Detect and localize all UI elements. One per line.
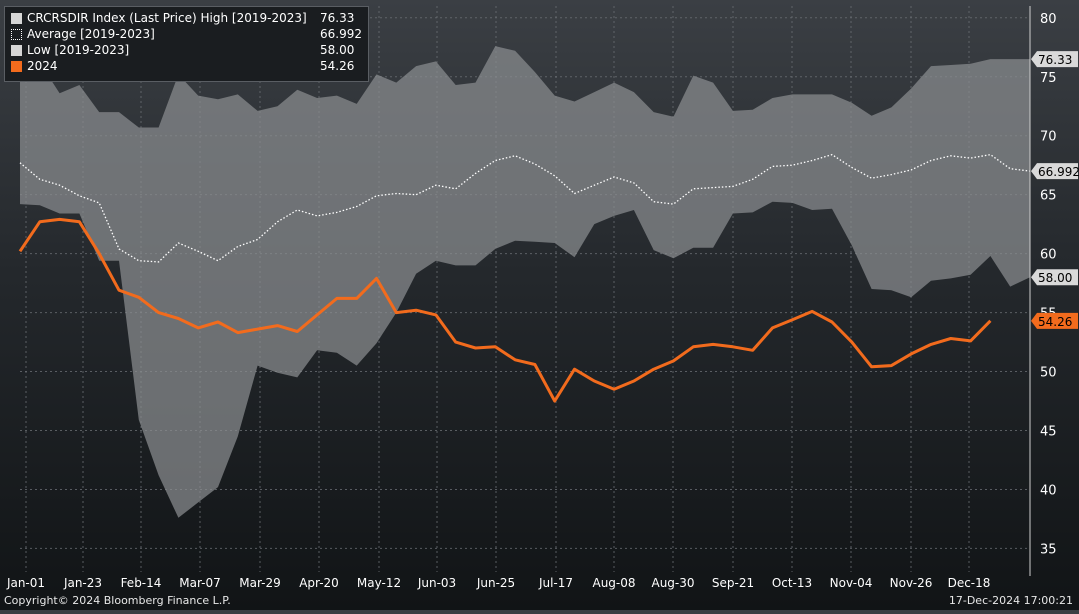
legend-item-average: Average [2019-2023] 66.992 bbox=[11, 26, 362, 42]
y-tick-label: 65 bbox=[1040, 189, 1057, 204]
tag-high-text: 76.33 bbox=[1038, 53, 1072, 67]
timestamp-text: 17-Dec-2024 17:00:21 bbox=[948, 594, 1073, 607]
tag-low-shape bbox=[1031, 269, 1078, 286]
legend-label-average: Average [2019-2023] bbox=[27, 26, 155, 41]
x-tick-label: Jan-01 bbox=[6, 576, 45, 590]
y-tick-label: 45 bbox=[1040, 425, 1057, 440]
tag-low: 58.00 bbox=[1031, 269, 1078, 286]
series-2024-line bbox=[18, 217, 992, 403]
x-tick-label: Dec-18 bbox=[948, 576, 991, 590]
series-layer bbox=[18, 46, 1031, 518]
y-tick-label: 80 bbox=[1040, 12, 1057, 27]
y-tick-label: 35 bbox=[1040, 542, 1057, 557]
x-tick-label: Mar-29 bbox=[239, 576, 280, 590]
tag-low-text: 58.00 bbox=[1038, 271, 1072, 285]
x-tick-label: Aug-30 bbox=[651, 576, 694, 590]
legend-item-low: Low [2019-2023] 58.00 bbox=[11, 42, 362, 58]
y-tick-label: 70 bbox=[1040, 130, 1057, 145]
x-tick-label: Aug-08 bbox=[592, 576, 635, 590]
legend-value-low: 58.00 bbox=[320, 42, 355, 57]
legend: CRCRSDIR Index (Last Price) High [2019-2… bbox=[4, 6, 369, 82]
legend-label-low: Low [2019-2023] bbox=[27, 42, 130, 57]
legend-item-2024: 2024 54.26 bbox=[11, 58, 362, 74]
y-tick-label: 60 bbox=[1040, 248, 1057, 263]
tag-2024-shape bbox=[1031, 312, 1078, 329]
x-tick-label: Nov-26 bbox=[890, 576, 933, 590]
y-tick-label: 75 bbox=[1040, 71, 1057, 86]
tag-average: 66.992 bbox=[1031, 163, 1079, 180]
x-tick-label: Jul-17 bbox=[538, 576, 573, 590]
x-tick-label: Jun-25 bbox=[476, 576, 515, 590]
x-tick-label: Jan-23 bbox=[63, 576, 102, 590]
legend-swatch-2024 bbox=[11, 60, 22, 72]
x-tick-label: May-12 bbox=[357, 576, 401, 590]
tag-average-shape bbox=[1031, 163, 1078, 180]
legend-item-high: CRCRSDIR Index (Last Price) High [2019-2… bbox=[11, 10, 362, 26]
x-tick-label: Mar-07 bbox=[179, 576, 220, 590]
x-tick-label: Feb-14 bbox=[121, 576, 162, 590]
y-tick-label: 40 bbox=[1040, 483, 1057, 498]
legend-label-high: CRCRSDIR Index (Last Price) High [2019-2… bbox=[27, 10, 307, 25]
y-tick-label: 50 bbox=[1040, 366, 1057, 381]
high-low-band bbox=[20, 46, 1030, 518]
legend-value-high: 76.33 bbox=[320, 10, 355, 25]
axes: 35404550556065707580Jan-01Jan-23Feb-14Ma… bbox=[6, 6, 1057, 590]
legend-swatch-average bbox=[11, 28, 22, 40]
last-value-tags: 76.33 66.992 58.00 54.26 bbox=[1031, 51, 1079, 329]
legend-label-2024: 2024 bbox=[27, 58, 58, 73]
x-tick-label: Jun-03 bbox=[417, 576, 456, 590]
copyright-text: Copyright© 2024 Bloomberg Finance L.P. bbox=[4, 594, 231, 607]
tag-2024: 54.26 bbox=[1031, 312, 1078, 329]
legend-swatch-low bbox=[11, 44, 22, 56]
x-tick-label: Apr-20 bbox=[299, 576, 339, 590]
tag-high-shape bbox=[1031, 51, 1078, 68]
legend-value-average: 66.992 bbox=[320, 26, 362, 41]
tag-average-text: 66.992 bbox=[1038, 165, 1079, 179]
x-tick-label: Oct-13 bbox=[772, 576, 812, 590]
legend-value-2024: 54.26 bbox=[320, 58, 355, 73]
x-tick-label: Sep-21 bbox=[712, 576, 754, 590]
legend-swatch-high bbox=[11, 12, 22, 24]
x-tick-label: Nov-04 bbox=[830, 576, 873, 590]
tag-2024-text: 54.26 bbox=[1038, 315, 1072, 329]
series-average-line bbox=[19, 153, 1031, 263]
tag-high: 76.33 bbox=[1031, 51, 1078, 68]
